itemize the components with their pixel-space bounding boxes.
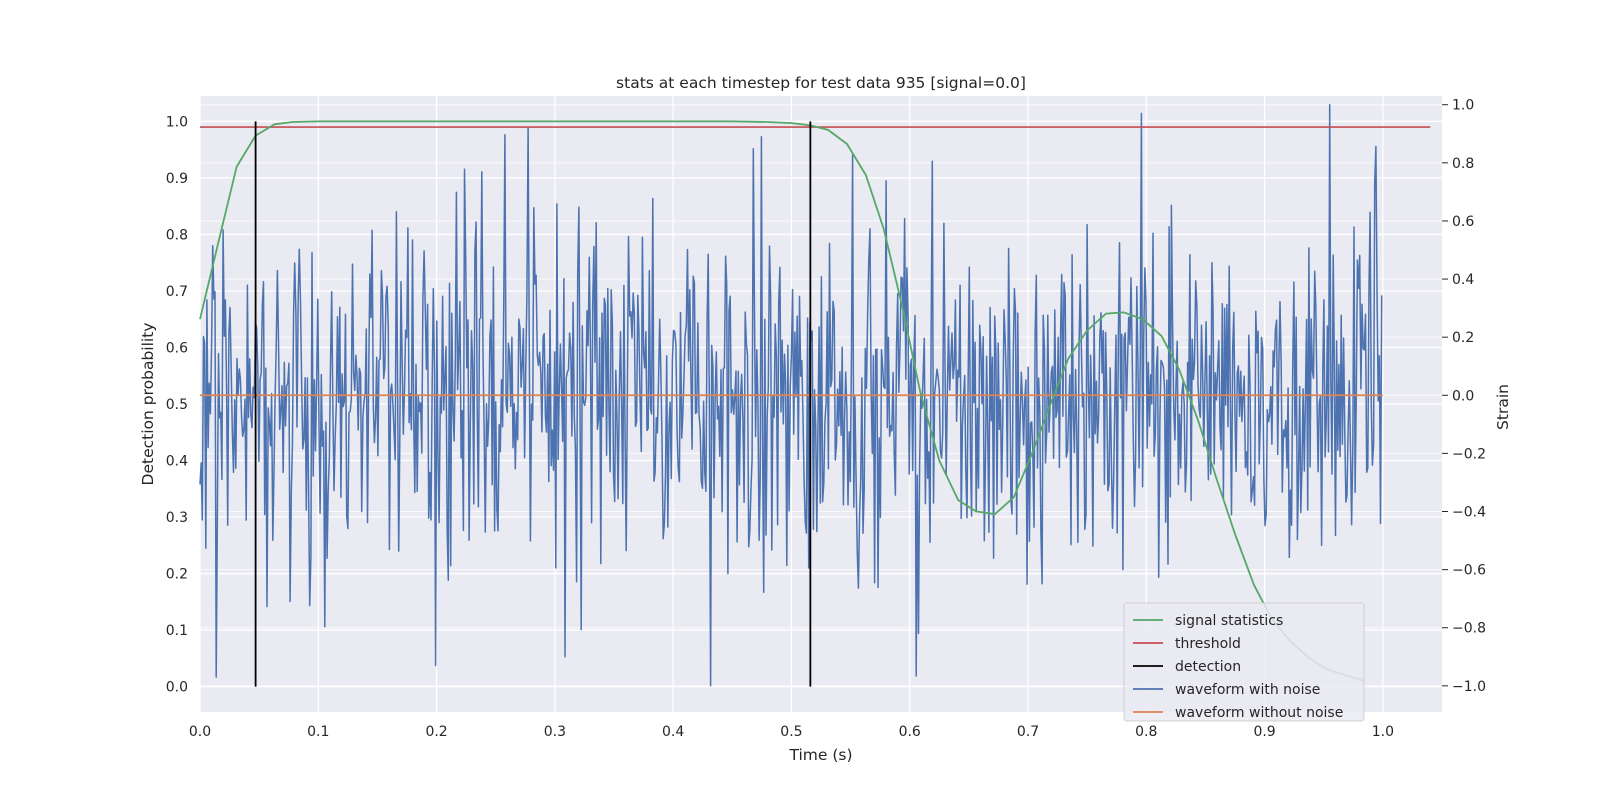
y-tick-label: 0.3 <box>166 510 188 526</box>
legend-label: threshold <box>1175 636 1241 652</box>
y-tick-label: 0.9 <box>166 171 188 187</box>
chart-title: stats at each timestep for test data 935… <box>616 74 1026 92</box>
series-waveform-with-noise <box>199 103 1383 687</box>
x-tick-label: 0.8 <box>1135 724 1157 740</box>
y-tick-label: 0.2 <box>166 567 188 583</box>
legend-items: signal statistics threshold detection wavef… <box>1133 613 1343 721</box>
y2-tick-label: 0.0 <box>1452 388 1474 404</box>
x-tick-label: 0.5 <box>780 724 802 740</box>
y2-tick-label: 0.8 <box>1452 156 1474 172</box>
x-tick-label: 0.4 <box>662 724 684 740</box>
y-tick-label: 0.5 <box>166 397 188 413</box>
grid <box>199 96 1442 712</box>
y2-tick-label: −0.8 <box>1452 621 1486 637</box>
y-tick-label: 0.1 <box>166 623 188 639</box>
y-axis-label: Detection probability <box>139 323 157 486</box>
y-tick-label: 1.0 <box>166 114 188 130</box>
y2-tick-label: −1.0 <box>1452 679 1486 695</box>
y2-tick-label: −0.6 <box>1452 563 1486 579</box>
x-axis-label: Time (s) <box>788 746 852 764</box>
x-tick-label: 0.2 <box>425 724 447 740</box>
legend-label: signal statistics <box>1175 613 1283 629</box>
legend-box <box>1123 602 1365 722</box>
y-tick-label: 0.4 <box>166 454 188 470</box>
y2-tick-label: 0.4 <box>1452 272 1474 288</box>
x-tick-label: 0.6 <box>899 724 921 740</box>
x-tick-label: 0.9 <box>1253 724 1275 740</box>
series-layer <box>199 103 1431 687</box>
x-tick-label: 0.0 <box>189 724 211 740</box>
y2-tick-label: 0.6 <box>1452 214 1474 230</box>
x-tick-label: 1.0 <box>1372 724 1394 740</box>
legend: signal statistics threshold detection wavef… <box>1123 602 1365 722</box>
x-tick-label: 0.3 <box>544 724 566 740</box>
legend-label: detection <box>1175 659 1241 675</box>
y2-tick-label: 0.2 <box>1452 330 1474 346</box>
y2-tick-label: −0.2 <box>1452 446 1486 462</box>
legend-label: waveform with noise <box>1175 682 1320 698</box>
y-tick-label: 0.7 <box>166 284 188 300</box>
y2-tick-label: 1.0 <box>1452 98 1474 114</box>
y-tick-label: 0.6 <box>166 340 188 356</box>
x-tick-label: 0.7 <box>1017 724 1039 740</box>
legend-label: waveform without noise <box>1175 705 1343 721</box>
y2-tick-label: −0.4 <box>1452 505 1486 521</box>
axes-layer: 0.0 0.1 0.2 0.3 0.4 0.5 0.6 0.7 0.8 0.9 1.0 0.0 0.1 0… <box>166 98 1486 740</box>
y2-axis-label: Strain <box>1494 384 1512 430</box>
y-tick-label: 0.8 <box>166 227 188 243</box>
y-tick-label: 0.0 <box>166 680 188 696</box>
x-tick-label: 0.1 <box>307 724 329 740</box>
series-signal-statistics <box>199 120 1365 682</box>
